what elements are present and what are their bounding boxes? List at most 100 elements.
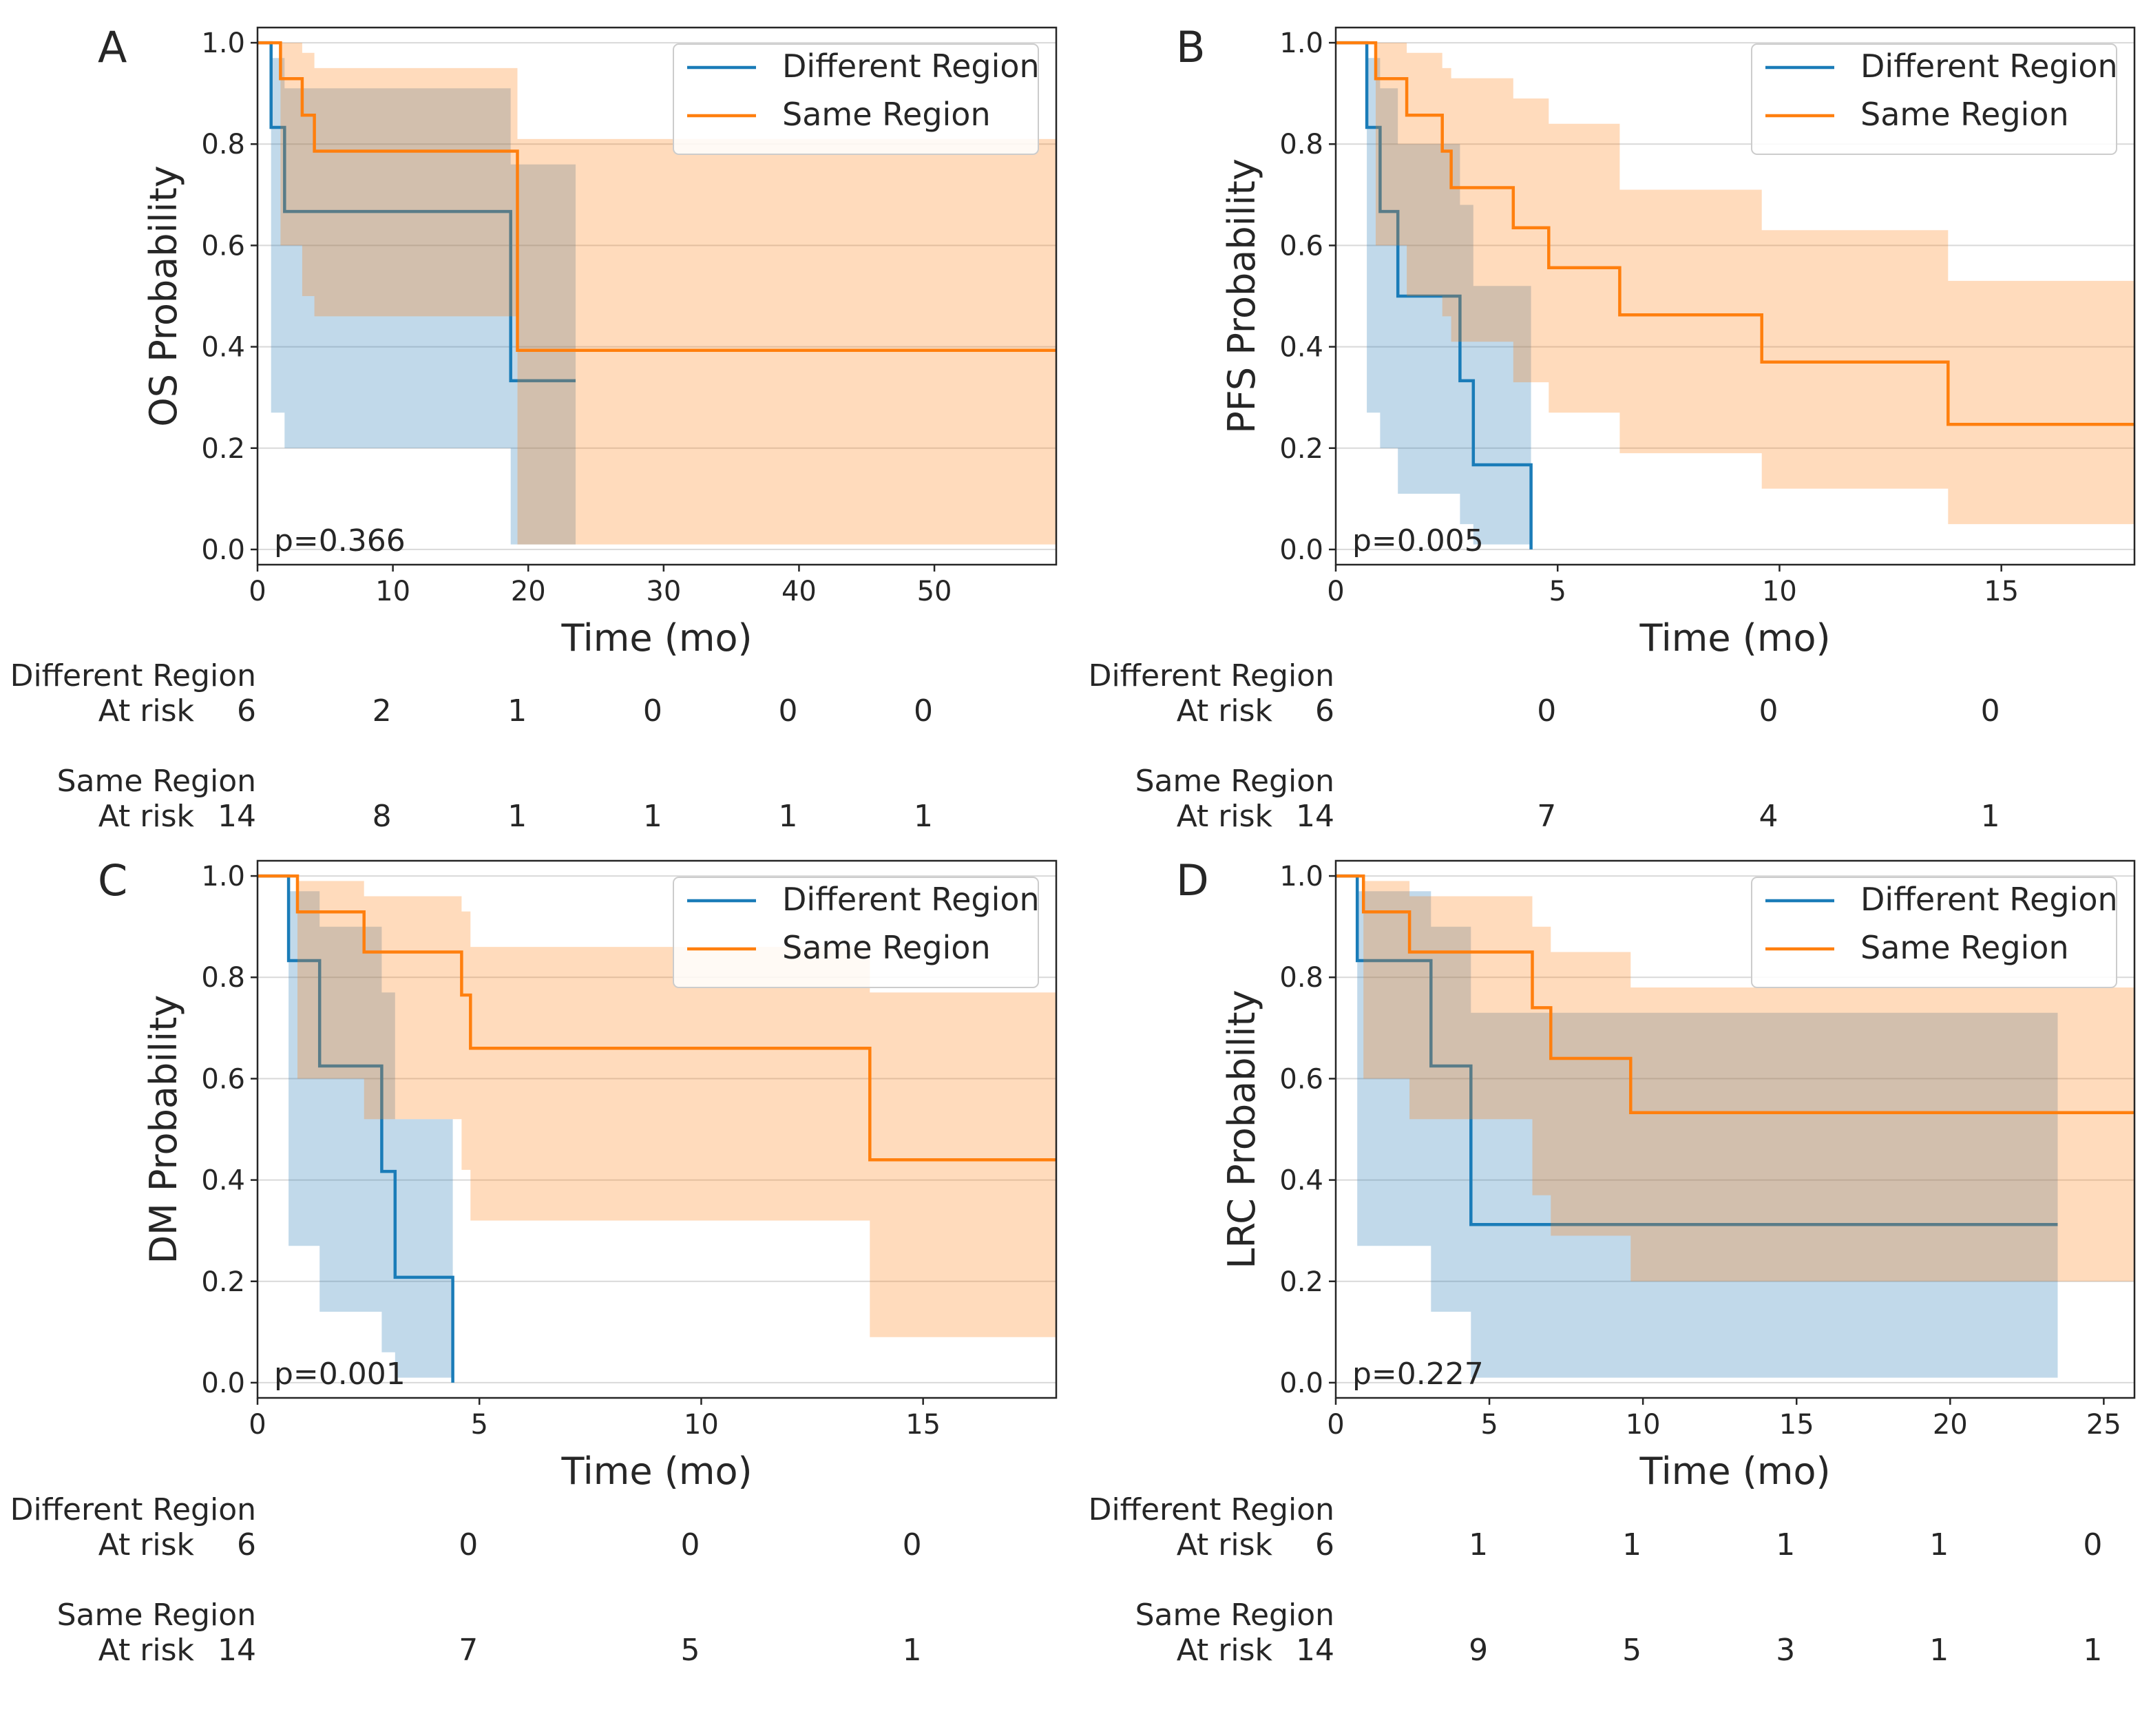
plot-series-group <box>1336 41 2134 550</box>
risk-group-name: Different Region <box>10 658 256 693</box>
x-tick-label: 5 <box>1549 576 1566 607</box>
km-line-different-region <box>258 874 454 1383</box>
km-line-same-region <box>1336 874 2134 1114</box>
ci-band-different-region <box>1336 876 2058 1378</box>
ci-band-different-region <box>258 876 453 1378</box>
x-axis-label: Time (mo) <box>560 1450 752 1493</box>
risk-group-name: Different Region <box>1089 658 1334 693</box>
risk-at-risk-label: At risk <box>98 799 195 834</box>
y-tick-label: 1.0 <box>201 861 245 892</box>
plot-series-group <box>1336 874 2134 1378</box>
x-tick-label: 40 <box>781 576 817 607</box>
ci-band-different-region <box>1336 43 1531 545</box>
y-tick-label: 0.4 <box>1279 332 1323 364</box>
y-tick-label: 1.0 <box>1279 861 1323 892</box>
legend-label: Different Region <box>782 48 1040 85</box>
km-line-same-region <box>258 874 1056 1162</box>
x-axis-label: Time (mo) <box>1639 1450 1830 1493</box>
legend-box <box>1751 877 2117 988</box>
x-tick-label: 50 <box>917 576 952 607</box>
panel-letter: D <box>1176 855 1209 906</box>
x-tick-label: 30 <box>646 576 681 607</box>
y-axis-label: PFS Probability <box>1220 158 1263 434</box>
x-axis-label: Time (mo) <box>1639 616 1830 660</box>
risk-count: 1 <box>1929 1633 1949 1668</box>
p-value-annotation: p=0.001 <box>274 1357 406 1392</box>
risk-count: 5 <box>680 1633 700 1668</box>
legend-label: Different Region <box>782 881 1040 918</box>
y-tick-label: 0.6 <box>201 1063 245 1095</box>
risk-at-risk-label: At risk <box>1177 1633 1273 1668</box>
y-tick-label: 0.8 <box>201 129 245 160</box>
risk-count: 5 <box>1622 1633 1641 1668</box>
risk-at-risk-label: At risk <box>1177 693 1273 729</box>
y-tick-label: 0.0 <box>1279 534 1323 566</box>
risk-count: 0 <box>778 693 797 729</box>
risk-count: 1 <box>1981 799 2000 834</box>
x-tick-label: 10 <box>1626 1409 1661 1441</box>
y-tick-label: 0.0 <box>201 1368 245 1399</box>
ci-band-different-region <box>258 43 576 545</box>
panel-letter: B <box>1176 22 1206 72</box>
risk-count: 1 <box>2083 1633 2102 1668</box>
risk-at-risk-label: At risk <box>98 693 195 729</box>
x-tick-label: 0 <box>1327 576 1344 607</box>
risk-count: 1 <box>507 693 527 729</box>
risk-count: 1 <box>914 799 933 834</box>
legend-label: Same Region <box>782 96 991 133</box>
y-tick-label: 0.8 <box>201 962 245 994</box>
y-tick-label: 0.8 <box>1279 962 1323 994</box>
x-axis-label: Time (mo) <box>560 616 752 660</box>
legend-box <box>1751 43 2117 155</box>
km-line-same-region <box>258 41 1056 352</box>
plot-frame <box>1334 26 2136 566</box>
y-tick-label: 0.2 <box>1279 1266 1323 1298</box>
risk-group-name: Different Region <box>1089 1492 1334 1527</box>
x-tick-label: 0 <box>249 1409 266 1441</box>
y-axis-label: OS Probability <box>142 165 185 426</box>
risk-count: 14 <box>1296 1633 1334 1668</box>
risk-count: 7 <box>459 1633 478 1668</box>
risk-count: 1 <box>1469 1527 1488 1562</box>
risk-count: 0 <box>643 693 662 729</box>
risk-count: 14 <box>1296 799 1334 834</box>
y-tick-label: 0.6 <box>1279 230 1323 262</box>
risk-group-name: Same Region <box>57 764 256 799</box>
x-tick-label: 15 <box>1779 1409 1814 1441</box>
plot-frame <box>256 26 1058 566</box>
risk-count: 0 <box>1981 693 2000 729</box>
risk-count: 1 <box>1776 1527 1795 1562</box>
risk-count: 1 <box>643 799 662 834</box>
risk-at-risk-label: At risk <box>1177 799 1273 834</box>
x-tick-label: 15 <box>905 1409 941 1441</box>
y-axis-label: DM Probability <box>142 995 185 1264</box>
km-line-same-region <box>1336 41 2134 426</box>
risk-count: 1 <box>1622 1527 1641 1562</box>
panel-letter: A <box>98 22 127 72</box>
p-value-annotation: p=0.366 <box>274 523 406 558</box>
risk-count: 6 <box>237 693 256 729</box>
risk-group-name: Same Region <box>57 1598 256 1633</box>
risk-at-risk-label: At risk <box>98 1633 195 1668</box>
km-line-different-region <box>1336 874 2058 1226</box>
x-tick-label: 10 <box>684 1409 719 1441</box>
y-tick-label: 0.6 <box>201 230 245 262</box>
risk-count: 3 <box>1776 1633 1795 1668</box>
legend-box <box>673 877 1039 988</box>
plot-frame <box>256 859 1058 1399</box>
risk-count: 6 <box>1315 1527 1334 1562</box>
risk-count: 0 <box>1537 693 1556 729</box>
y-tick-label: 0.8 <box>1279 129 1323 160</box>
legend-label: Same Region <box>1860 929 2069 966</box>
risk-count: 0 <box>1759 693 1778 729</box>
legend-label: Different Region <box>1860 881 2118 918</box>
p-value-annotation: p=0.227 <box>1352 1357 1484 1392</box>
x-tick-label: 20 <box>1933 1409 1968 1441</box>
ci-band-same-region <box>258 43 1056 545</box>
risk-count: 6 <box>1315 693 1334 729</box>
ci-band-same-region <box>1336 876 2134 1282</box>
y-tick-label: 0.2 <box>201 1266 245 1298</box>
